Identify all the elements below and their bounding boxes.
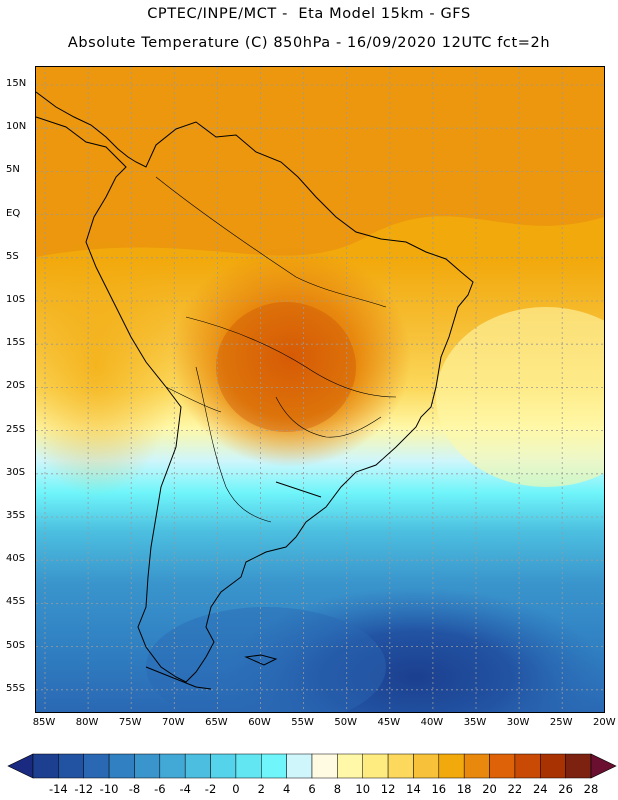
colorbar-over-arrow — [590, 753, 617, 779]
colorbar-tick-label: 20 — [482, 782, 497, 796]
longitude-label: 50W — [334, 717, 357, 728]
latitude-label: 15N — [6, 78, 27, 89]
longitude-label: 30W — [506, 717, 530, 728]
colorbar-tick-label: 26 — [558, 782, 573, 796]
latitude-label: 5N — [6, 164, 20, 176]
latitude-label: 20S — [6, 380, 26, 392]
cold-tongue-region — [146, 607, 386, 712]
colorbar-swatch — [134, 753, 161, 779]
hottest-core-region — [216, 302, 356, 432]
map-title-line-2: Absolute Temperature (C) 850hPa - 16/09/… — [67, 35, 551, 51]
colorbar-swatch — [108, 753, 135, 779]
colorbar-tick-label: -2 — [204, 782, 217, 796]
colorbar-tick-label: 22 — [507, 782, 523, 796]
latitude-label: 50S — [6, 639, 26, 651]
colorbar-swatch — [438, 753, 465, 779]
latitude-label: 55S — [6, 682, 26, 694]
colorbar-swatch — [83, 753, 110, 779]
colorbar-swatch — [362, 753, 389, 779]
colorbar-tick-label: 2 — [257, 782, 265, 796]
colorbar-swatch — [514, 753, 541, 779]
latitude-label: 35S — [6, 510, 26, 521]
colorbar-swatch — [58, 753, 84, 779]
colorbar-swatch — [311, 753, 338, 779]
pacific-warm-region — [36, 237, 176, 497]
border-line-1 — [155, 176, 387, 308]
longitude-label: 60W — [248, 717, 271, 728]
latitude-label: 30S — [6, 466, 26, 478]
colorbar-tick-label: -8 — [128, 782, 141, 796]
colorbar-swatch — [413, 753, 440, 779]
longitude-label: 20W — [592, 717, 616, 728]
latitude-label: 10S — [6, 294, 26, 305]
colorbar-tick-label: -12 — [74, 782, 94, 796]
temperature-map — [35, 66, 605, 713]
border-line-5 — [165, 386, 222, 413]
colorbar-swatch — [463, 753, 490, 779]
colorbar-tick-label: 6 — [308, 782, 316, 796]
temperature-colorbar — [7, 753, 617, 779]
colorbar-tick-label: 0 — [232, 782, 240, 796]
longitude-label: 25W — [549, 717, 573, 728]
border-line-3 — [195, 366, 272, 523]
longitude-label: 75W — [118, 717, 142, 728]
coastline — [36, 91, 474, 690]
colorbar-swatch — [565, 753, 592, 779]
latitude-label: 5S — [6, 250, 19, 262]
latitude-label: 45S — [6, 596, 26, 608]
colorbar-swatch — [184, 753, 211, 779]
latitude-label: 25S — [6, 423, 26, 435]
colorbar-tick-label: 4 — [282, 782, 291, 796]
colorbar-tick-label: 14 — [406, 782, 421, 796]
colorbar-swatch — [32, 753, 59, 779]
longitude-label: 55W — [291, 717, 314, 728]
colorbar-swatch — [235, 753, 262, 779]
longitude-label: 85W — [32, 717, 56, 728]
longitude-label: 35W — [463, 717, 487, 728]
colorbar-swatch — [387, 753, 414, 779]
falkland-islands — [244, 654, 278, 666]
colorbar-swatch — [337, 753, 363, 779]
longitude-label: 70W — [161, 717, 185, 728]
latitude-label: 10N — [6, 121, 27, 133]
cold-pool-region — [226, 587, 604, 712]
latitude-label: EQ — [6, 207, 21, 219]
south-america-coastline — [36, 91, 474, 683]
longitude-label: 45W — [377, 717, 401, 728]
latitude-label: 40S — [6, 553, 26, 565]
colorbar-tick-label: 16 — [431, 782, 447, 796]
warm-band-tropics — [36, 67, 604, 257]
colorbar-tick-label: 18 — [456, 782, 472, 796]
map-canvas — [36, 67, 604, 712]
colorbar-tick-label: -6 — [154, 782, 166, 796]
colorbar-tick-label: 28 — [583, 782, 599, 796]
colorbar-tick-label: -10 — [99, 782, 119, 796]
longitude-label: 40W — [420, 717, 444, 728]
colorbar-swatch — [540, 753, 566, 779]
longitude-label: 80W — [75, 717, 99, 728]
colorbar-swatch — [489, 753, 516, 779]
colorbar-tick-label: 8 — [333, 782, 342, 796]
colorbar-swatch — [286, 753, 313, 779]
colorbar-swatch — [261, 753, 287, 779]
border-line-4 — [275, 396, 382, 438]
colorbar-tick-label: -4 — [179, 782, 191, 796]
colorbar-tick-label: 12 — [380, 782, 396, 796]
latitude-label: 15S — [6, 337, 26, 349]
longitude-label: 65W — [205, 717, 228, 728]
colorbar-tick-label: -14 — [48, 782, 68, 796]
rio-de-la-plata — [275, 481, 322, 498]
colorbar-swatch — [159, 753, 186, 779]
map-title-line-1: CPTEC/INPE/MCT - Eta Model 15km - GFS — [147, 6, 471, 22]
colorbar-under-arrow — [7, 753, 34, 779]
hot-core-region — [171, 247, 411, 467]
tierra-del-fuego-coastline — [145, 666, 212, 690]
colorbar-tick-label: 10 — [355, 782, 371, 796]
colorbar-tick-label: 24 — [532, 782, 548, 796]
colorbar-swatch — [210, 753, 237, 779]
border-line-2 — [185, 316, 397, 398]
